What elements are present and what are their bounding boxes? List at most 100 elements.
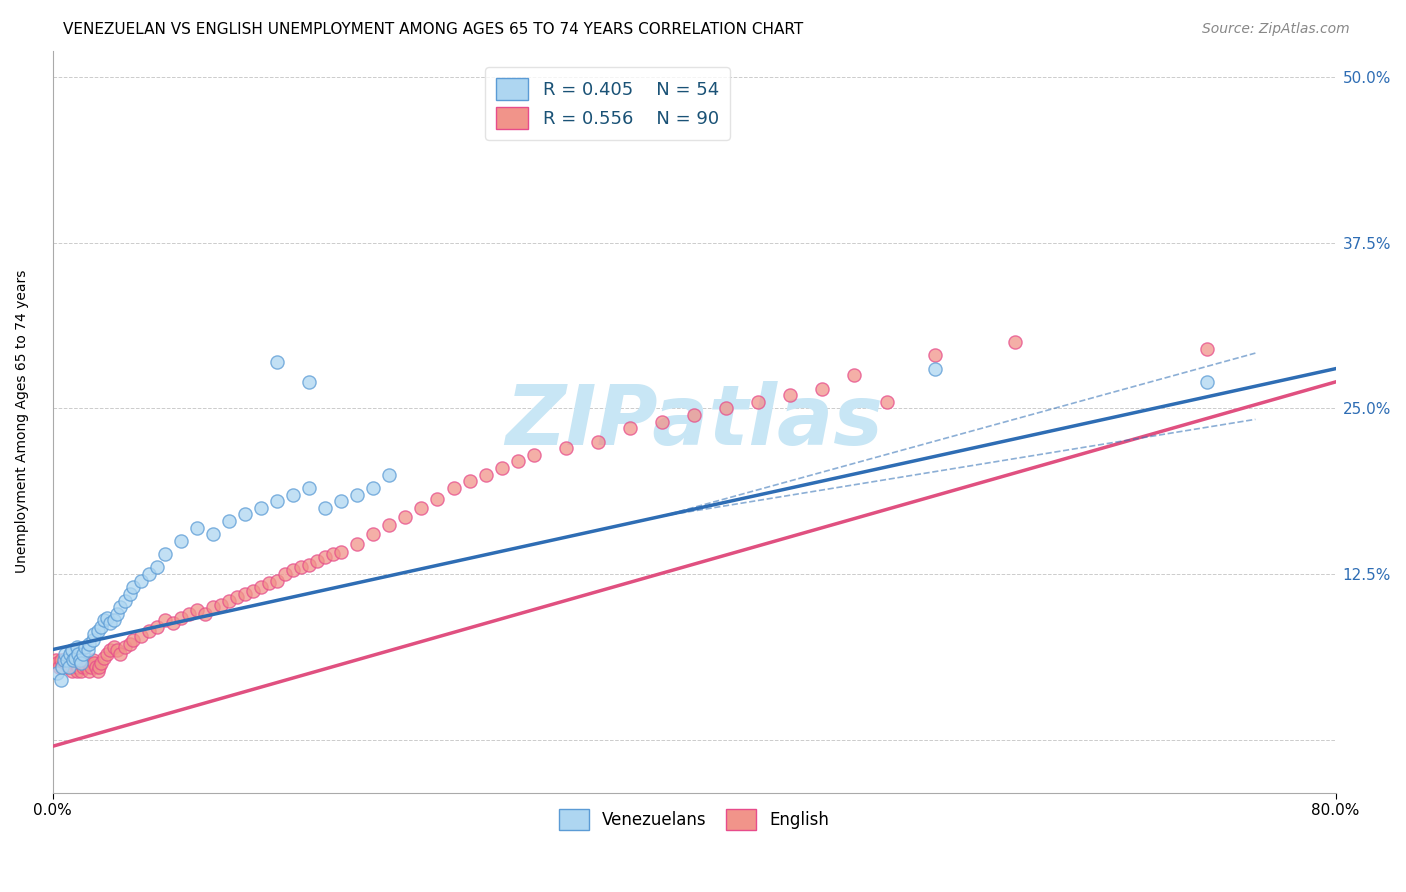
Point [58,656,80,670]
Point [129,629,152,643]
Point [72,660,94,674]
Point [98,615,121,630]
Text: ZIPatlas: ZIPatlas [505,381,883,462]
Point [283,563,305,577]
Point [86,664,108,678]
Point [844,368,866,383]
Point [876,394,898,409]
Text: Source: ZipAtlas.com: Source: ZipAtlas.com [1202,22,1350,37]
Point [108,600,131,615]
Point [82,653,104,667]
Point [52,656,75,670]
Point [108,647,131,661]
Point [523,448,546,462]
Point [84,660,107,674]
Point [72,647,94,661]
Point [651,415,673,429]
Point [70,664,93,678]
Point [619,421,641,435]
Point [924,348,946,362]
Point [363,481,385,495]
Point [153,547,176,561]
Point [49,653,72,667]
Point [283,487,305,501]
Point [266,355,288,369]
Point [46,656,69,670]
Point [62,653,84,667]
Point [59,660,82,674]
Point [96,611,118,625]
Point [77,656,100,670]
Point [83,656,105,670]
Point [242,584,264,599]
Point [346,487,368,501]
Point [779,388,801,402]
Point [170,611,193,625]
Point [90,656,112,670]
Point [114,640,136,654]
Point [378,467,401,482]
Point [290,560,312,574]
Point [186,603,208,617]
Point [177,607,200,621]
Point [60,664,83,678]
Point [218,593,240,607]
Point [307,554,329,568]
Point [314,500,336,515]
Point [90,620,112,634]
Point [77,642,100,657]
Point [226,590,249,604]
Point [48,660,70,674]
Point [93,650,115,665]
Point [257,576,280,591]
Text: VENEZUELAN VS ENGLISH UNEMPLOYMENT AMONG AGES 65 TO 74 YEARS CORRELATION CHART: VENEZUELAN VS ENGLISH UNEMPLOYMENT AMONG… [63,22,803,37]
Point [73,656,96,670]
Point [170,533,193,548]
Point [66,664,89,678]
Point [87,660,110,674]
Point [1197,342,1219,356]
Point [443,481,465,495]
Point [266,574,288,588]
Point [118,637,141,651]
Point [56,660,79,674]
Point [346,536,368,550]
Point [73,640,96,654]
Point [103,640,125,654]
Point [330,494,353,508]
Point [458,475,481,489]
Point [714,401,737,416]
Point [83,626,105,640]
Point [118,587,141,601]
Point [330,544,353,558]
Point [98,642,121,657]
Point [103,614,125,628]
Point [52,653,75,667]
Point [55,647,77,661]
Point [138,624,160,638]
Point [79,664,101,678]
Point [62,660,84,674]
Point [194,607,217,621]
Point [322,547,344,561]
Point [491,461,513,475]
Point [96,647,118,661]
Point [55,653,77,667]
Point [298,558,321,572]
Point [66,640,89,654]
Point [554,441,576,455]
Point [1004,335,1026,350]
Point [153,614,176,628]
Point [747,394,769,409]
Point [67,660,90,674]
Point [60,642,83,657]
Point [811,382,834,396]
Point [209,598,232,612]
Point [201,527,224,541]
Point [121,633,143,648]
Point [105,642,128,657]
Point [56,653,79,667]
Point [63,656,86,670]
Point [121,580,143,594]
Point [250,580,273,594]
